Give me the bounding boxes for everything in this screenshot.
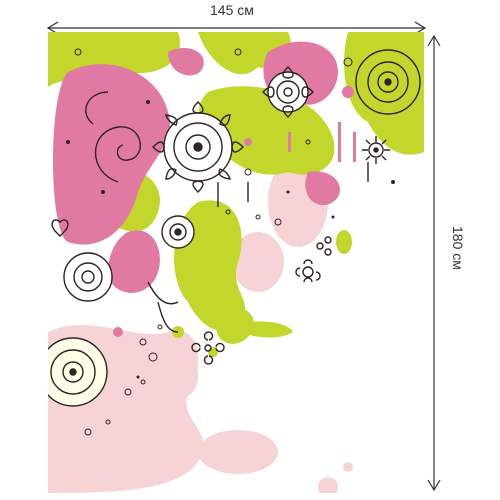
floral-pattern-artwork	[48, 32, 424, 493]
height-label: 180 см	[450, 226, 466, 270]
doodle-flowers-icon	[48, 49, 421, 407]
dots-icon	[74, 48, 353, 436]
pink-splash-icon	[53, 41, 356, 337]
width-label: 145 см	[210, 2, 254, 18]
light-pink-splash-icon	[48, 157, 353, 493]
filled-dots-icon	[66, 100, 395, 379]
